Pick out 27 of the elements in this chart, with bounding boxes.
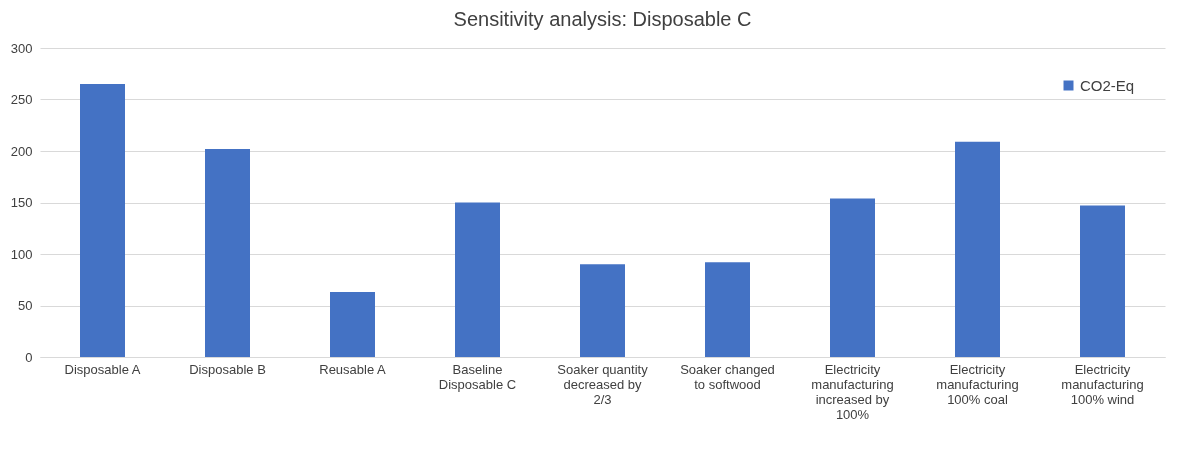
chart-title: Sensitivity analysis: Disposable C: [453, 8, 752, 30]
bar: [1080, 205, 1125, 357]
bar: [80, 84, 125, 357]
bar: [705, 262, 750, 357]
x-tick-label: Reusable A: [319, 361, 387, 377]
x-tick-label: Disposable B: [189, 361, 266, 377]
bar: [955, 141, 1000, 357]
x-tick-label: Baseline Disposable C: [438, 361, 517, 392]
bar: [205, 148, 250, 357]
x-tick-label: Electricity manufacturing 100% coal: [936, 361, 1019, 407]
x-tick-label: Soaker changed to softwood: [680, 361, 775, 392]
legend-label: CO2-Eq: [1080, 76, 1135, 94]
y-tick-label: 300: [10, 40, 33, 56]
x-tick-label: Electricity manufacturing 100% wind: [1061, 361, 1144, 407]
y-tick-label: 200: [10, 143, 33, 159]
bar: [580, 264, 625, 357]
y-tick-label: 100: [10, 246, 33, 262]
bar: [455, 202, 500, 357]
bar: [830, 198, 875, 357]
y-tick-label: 250: [10, 92, 33, 107]
y-tick-label: 150: [10, 195, 33, 210]
y-tick-label: 50: [18, 298, 33, 313]
y-tick-label: 0: [25, 349, 33, 365]
x-tick-label: Electricity manufacturing increased by 100%: [811, 361, 894, 422]
x-tick-label: Soaker quantity decreased by 2/3: [557, 361, 649, 407]
x-tick-label: Disposable A: [64, 361, 141, 377]
bar: [330, 292, 375, 357]
